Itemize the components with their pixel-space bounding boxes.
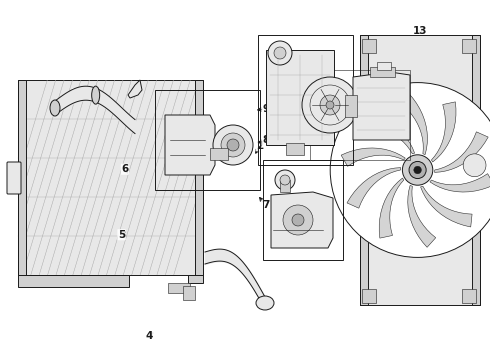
Circle shape xyxy=(221,133,245,157)
Bar xyxy=(266,50,334,145)
Polygon shape xyxy=(353,72,410,140)
Circle shape xyxy=(320,95,340,115)
Polygon shape xyxy=(347,168,401,208)
Circle shape xyxy=(414,166,421,174)
Text: 13: 13 xyxy=(413,26,428,36)
Polygon shape xyxy=(271,192,333,248)
Text: 8: 8 xyxy=(262,135,269,145)
Bar xyxy=(462,39,476,53)
Bar xyxy=(258,35,353,165)
Polygon shape xyxy=(379,178,404,238)
Text: 12: 12 xyxy=(286,93,300,103)
Circle shape xyxy=(302,77,358,133)
Bar xyxy=(360,35,480,305)
Bar xyxy=(360,35,368,305)
Ellipse shape xyxy=(50,100,60,116)
Bar xyxy=(280,180,290,192)
Text: 2: 2 xyxy=(256,141,263,151)
Text: 9: 9 xyxy=(262,104,269,114)
Text: 3: 3 xyxy=(73,89,79,99)
Bar xyxy=(286,143,304,155)
Bar xyxy=(168,283,190,293)
Circle shape xyxy=(326,101,334,109)
Text: 5: 5 xyxy=(118,230,125,240)
Circle shape xyxy=(227,139,239,151)
Circle shape xyxy=(280,175,290,185)
Polygon shape xyxy=(435,132,488,172)
Text: 10: 10 xyxy=(305,204,320,214)
Bar xyxy=(18,80,26,275)
Text: 6: 6 xyxy=(122,164,128,174)
Bar xyxy=(377,62,391,70)
Text: 1: 1 xyxy=(16,175,23,185)
Circle shape xyxy=(268,41,292,65)
Circle shape xyxy=(330,82,490,257)
Text: 11: 11 xyxy=(312,81,327,91)
Circle shape xyxy=(402,155,433,185)
Bar xyxy=(155,90,260,190)
Polygon shape xyxy=(399,93,427,155)
Circle shape xyxy=(213,125,253,165)
Bar xyxy=(188,275,203,283)
Circle shape xyxy=(409,161,426,179)
Circle shape xyxy=(463,154,486,177)
Ellipse shape xyxy=(92,86,99,104)
Polygon shape xyxy=(431,102,456,162)
Polygon shape xyxy=(341,148,405,166)
Polygon shape xyxy=(128,80,142,98)
Bar xyxy=(370,67,395,77)
Circle shape xyxy=(283,205,313,235)
Bar xyxy=(18,80,203,275)
Bar xyxy=(183,286,195,300)
Polygon shape xyxy=(430,174,490,192)
Bar xyxy=(310,70,410,160)
Bar xyxy=(195,80,203,275)
Polygon shape xyxy=(420,186,472,227)
Bar xyxy=(345,95,357,117)
Bar xyxy=(362,39,376,53)
Bar xyxy=(472,35,480,305)
Bar xyxy=(462,289,476,303)
Circle shape xyxy=(275,170,295,190)
Circle shape xyxy=(310,85,350,125)
Polygon shape xyxy=(408,185,436,247)
Bar xyxy=(210,148,228,160)
Circle shape xyxy=(292,214,304,226)
Text: 7: 7 xyxy=(262,200,270,210)
Ellipse shape xyxy=(256,296,274,310)
Polygon shape xyxy=(165,115,215,175)
Bar xyxy=(263,160,343,260)
Text: 4: 4 xyxy=(146,330,153,341)
Bar xyxy=(18,275,129,287)
Circle shape xyxy=(274,47,286,59)
FancyBboxPatch shape xyxy=(7,162,21,194)
Bar xyxy=(362,289,376,303)
Polygon shape xyxy=(363,113,415,154)
